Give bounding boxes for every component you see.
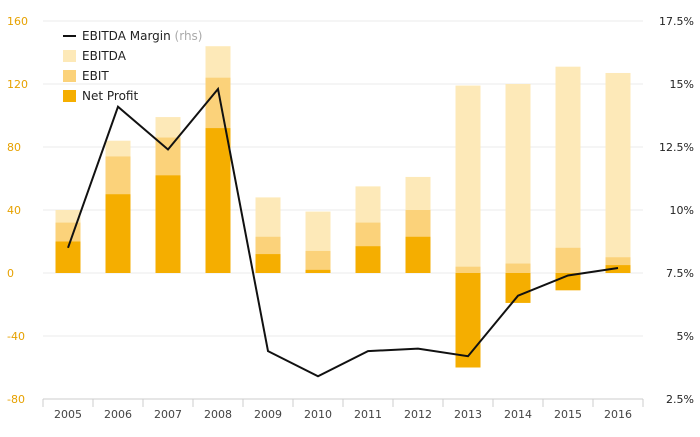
bars-group xyxy=(56,46,631,367)
x-tick-label-2008: 2008 xyxy=(204,408,232,421)
y-right-tick-label: 17.5% xyxy=(659,15,694,28)
bar-ebit-2015 xyxy=(556,248,581,273)
y-left-tick-label: 80 xyxy=(7,141,21,154)
y-right-tick-label: 10% xyxy=(670,204,694,217)
y-right-tick-label: 5% xyxy=(677,330,694,343)
y-left-tick-label: 0 xyxy=(7,267,14,280)
x-tick-label-2010: 2010 xyxy=(304,408,332,421)
bar-net-profit-2014 xyxy=(506,273,531,303)
bar-ebit-2014 xyxy=(506,264,531,273)
x-tick-label-2015: 2015 xyxy=(554,408,582,421)
x-tick-label-2009: 2009 xyxy=(254,408,282,421)
bar-net-profit-2013 xyxy=(456,273,481,368)
x-tick-label-2013: 2013 xyxy=(454,408,482,421)
margin-line-group xyxy=(68,89,618,376)
bar-ebitda-2016 xyxy=(606,73,631,273)
y-left-tick-label: -80 xyxy=(7,393,25,406)
bar-net-profit-2008 xyxy=(206,128,231,273)
y-left-tick-label: 40 xyxy=(7,204,21,217)
x-tick-label-2007: 2007 xyxy=(154,408,182,421)
bar-ebitda-2014 xyxy=(506,84,531,273)
legend-label-suffix: (rhs) xyxy=(171,29,203,43)
legend-swatch-ebit xyxy=(63,70,76,82)
line-ebitda-margin xyxy=(68,89,618,376)
legend-swatch-ebitda xyxy=(63,50,76,62)
bar-net-profit-2010 xyxy=(306,270,331,273)
legend-label-ebit: EBIT xyxy=(82,69,109,83)
y-right-tick-label: 15% xyxy=(670,78,694,91)
grid-lines xyxy=(43,21,643,399)
bar-net-profit-2007 xyxy=(156,175,181,273)
bar-net-profit-2011 xyxy=(356,246,381,273)
y-left-tick-label: 120 xyxy=(7,78,28,91)
x-tick-label-2006: 2006 xyxy=(104,408,132,421)
legend-label-ebitda-margin: EBITDA Margin (rhs) xyxy=(82,29,203,43)
bar-ebit-2013 xyxy=(456,267,481,273)
y-right-tick-label: 12.5% xyxy=(659,141,694,154)
y-right-tick-label: 2.5% xyxy=(666,393,694,406)
bar-net-profit-2006 xyxy=(106,194,131,273)
y-left-tick-label: 160 xyxy=(7,15,28,28)
legend-swatch-net-profit xyxy=(63,90,76,102)
bar-net-profit-2012 xyxy=(406,237,431,273)
x-tick-label-2014: 2014 xyxy=(504,408,532,421)
x-tick-label-2005: 2005 xyxy=(54,408,82,421)
bar-ebit-2010 xyxy=(306,251,331,273)
legend-label-ebitda: EBITDA xyxy=(82,49,127,63)
bar-ebitda-2013 xyxy=(456,86,481,273)
bar-ebitda-2015 xyxy=(556,67,581,273)
legend: EBITDA Margin (rhs) EBITDA EBIT Net Profit xyxy=(63,29,203,103)
x-tick-label-2012: 2012 xyxy=(404,408,432,421)
y-right-tick-label: 7.5% xyxy=(666,267,694,280)
x-tick-label-2016: 2016 xyxy=(604,408,632,421)
bar-net-profit-2009 xyxy=(256,254,281,273)
x-tick-label-2011: 2011 xyxy=(354,408,382,421)
legend-label-net-profit: Net Profit xyxy=(82,89,138,103)
y-left-tick-label: -40 xyxy=(7,330,25,343)
